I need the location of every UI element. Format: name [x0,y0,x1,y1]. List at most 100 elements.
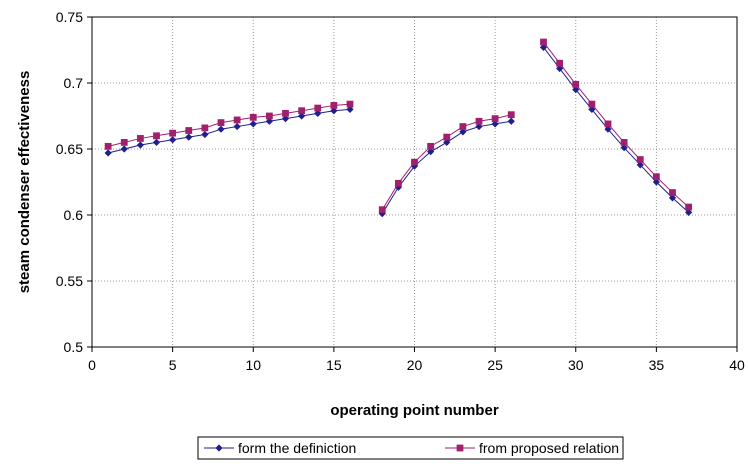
data-point [652,173,660,181]
data-point [249,113,257,121]
data-point [443,138,451,146]
data-point [588,105,596,113]
x-tick-label: 0 [88,357,96,373]
data-point [201,124,209,132]
data-point [459,128,467,136]
data-point [443,133,451,141]
legend-label: form the definiction [238,440,356,456]
data-point [604,125,612,133]
data-point [314,104,322,112]
data-point [217,119,225,126]
data-point [572,86,580,94]
legend-box [197,436,624,460]
data-point [378,206,386,214]
legend-label: from proposed relation [479,440,619,456]
data-point [169,129,177,137]
data-point [427,148,435,156]
data-point [459,123,467,130]
data-point [620,144,628,152]
series-line-segment [108,103,351,147]
data-point [249,120,257,128]
data-point [507,117,515,125]
data-point [233,122,241,131]
data-point [330,107,338,115]
data-point [427,142,435,150]
data-point [136,135,144,142]
data-point [120,145,128,153]
data-point [540,38,547,46]
data-point [685,203,693,211]
data-point [153,132,160,140]
data-point [346,100,354,108]
y-tick-label: 0.5 [64,339,84,355]
data-point [136,141,144,149]
data-point [169,136,177,144]
data-point [539,43,548,51]
legend-marker [215,444,223,452]
series-2 [104,38,693,214]
data-point [298,112,306,120]
data-point [282,109,289,117]
x-tick-label: 35 [649,357,665,373]
data-point [620,139,628,146]
data-point [636,161,644,169]
data-point [668,194,677,202]
data-point [491,120,499,128]
y-tick-label: 0.55 [56,273,83,289]
series-line-segment [543,47,689,213]
legend: form the definiction from proposed relati… [197,436,624,460]
data-point [314,109,322,117]
x-tick-label: 30 [568,357,584,373]
series-line-segment [108,108,351,154]
x-tick-label: 20 [407,357,423,373]
data-point [475,122,483,131]
x-tick-label: 10 [245,357,261,373]
x-axis-title: operating point number [330,402,498,419]
data-point [120,139,128,146]
data-point [104,142,112,150]
data-point [636,156,644,163]
data-point [330,102,338,109]
legend-marker [456,444,464,452]
data-point [411,158,418,166]
data-point [281,115,290,123]
data-point [475,117,483,125]
series-line-segment [381,114,512,210]
data-point [201,130,209,139]
data-point [394,179,402,187]
data-point [152,138,161,146]
axis-ticks: 0 5 10 15 20 25 30 35 40 0.5 0.55 0.6 0.65 0.7 0.75 [56,9,745,373]
data-point [185,127,193,134]
data-point [346,105,354,113]
data-point [185,133,193,141]
y-tick-label: 0.65 [56,141,83,157]
data-point [604,120,612,128]
data-point [572,80,580,88]
x-tick-label: 40 [729,357,745,373]
data-point [265,112,273,120]
data-point [217,125,225,133]
x-tick-label: 15 [326,357,342,373]
data-point [233,116,241,124]
y-tick-label: 0.7 [64,75,84,91]
data-point [588,100,596,108]
data-point [507,111,515,119]
series-layer [104,38,693,218]
y-tick-label: 0.6 [64,207,84,223]
x-tick-label: 5 [169,357,177,373]
series-1 [104,43,693,218]
grid-lines [92,17,737,347]
data-point [685,208,693,216]
data-point [265,117,273,125]
data-point [652,178,660,186]
y-axis-title: steam condenser effectiveness [16,71,33,294]
data-point [104,149,112,157]
data-point [491,115,499,123]
data-point [556,59,564,67]
data-point [556,64,564,73]
series-line-segment [543,41,689,208]
y-tick-label: 0.75 [56,9,83,25]
data-point [298,107,306,115]
data-point [669,189,676,196]
